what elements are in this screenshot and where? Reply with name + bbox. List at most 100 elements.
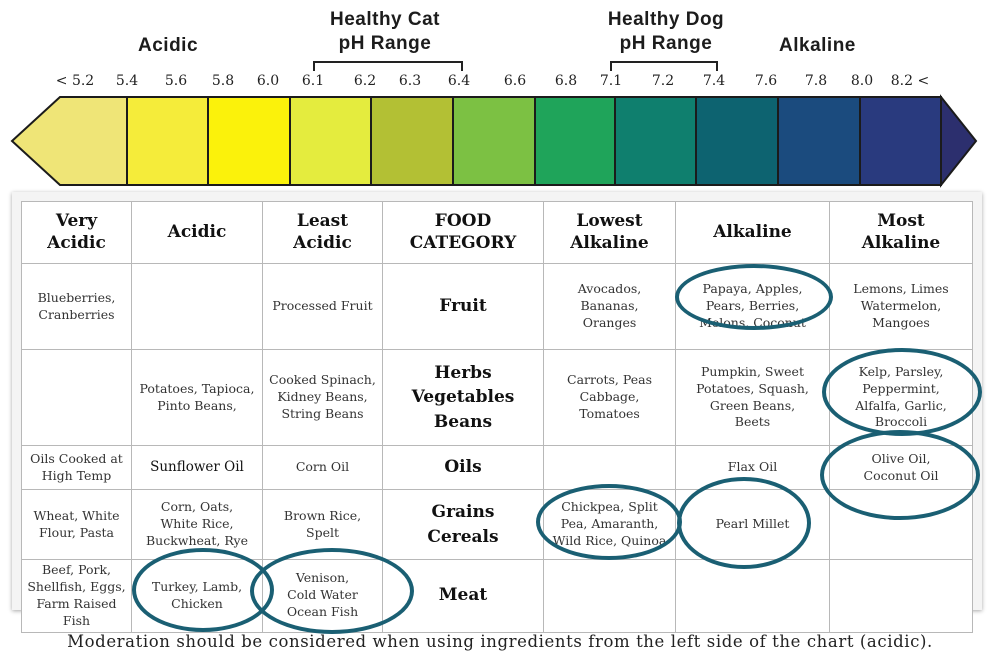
food-cell: Beef, Pork, Shellfish, Eggs, Farm Raised F… [21, 559, 132, 633]
food-ph-table: Very Acidic Acidic Least Acidic FOOD CATEGORY L… [21, 201, 973, 633]
food-cell: Potatoes, Tapioca, Pinto Beans, [131, 349, 263, 446]
cat-range-title: Healthy Cat pH Range [310, 8, 460, 56]
cell-line: Meat [438, 585, 488, 606]
dog-range-bracket [610, 61, 718, 71]
food-cell: Pumpkin, Sweet Potatoes, Squash, Green Bea… [675, 349, 830, 446]
food-cell: Flax Oil [675, 445, 830, 490]
table-row: Blueberries, Cranberries Processed Fruit Fr… [21, 263, 973, 350]
food-cell [829, 489, 973, 560]
food-cell: Oils Cooked at High Temp [21, 445, 132, 490]
ph-scale-segment [777, 96, 861, 186]
ph-scale-segment [614, 96, 697, 186]
column-header: Least Acidic [262, 201, 383, 264]
dog-range-title: Healthy Dog pH Range [591, 8, 741, 56]
cell-line: Venison, [295, 570, 350, 586]
column-header: Most Alkaline [829, 201, 973, 264]
cell-line: Wheat, White [33, 507, 120, 523]
cell-line: High Temp [41, 467, 112, 483]
food-cell: Lemons, Limes Watermelon, Mangoes [829, 263, 973, 350]
cell-line: Processed Fruit [272, 298, 373, 314]
food-cell [829, 559, 973, 633]
column-header-line: Lowest [576, 211, 643, 232]
food-cell [131, 263, 263, 350]
ph-tick-label: 7.4 [702, 73, 726, 89]
food-cell: Blueberries, Cranberries [21, 263, 132, 350]
ph-color-scale [10, 94, 978, 188]
ph-tick-label: 7.6 [754, 73, 778, 89]
column-header: FOOD CATEGORY [382, 201, 544, 264]
food-cell [543, 445, 676, 490]
cell-line: Tomatoes [579, 405, 640, 421]
ph-scale-segment [859, 96, 942, 186]
cell-line: Spelt [306, 524, 339, 540]
cell-line: Potatoes, Tapioca, [139, 380, 255, 396]
food-cell: Cooked Spinach, Kidney Beans, String Beans [262, 349, 383, 446]
table-header-row: Very Acidic Acidic Least Acidic FOOD CATEGORY L… [21, 201, 973, 264]
cell-line: Kelp, Parsley, [858, 363, 944, 379]
column-header-line: Acidic [47, 232, 106, 253]
ph-scale-segment [695, 96, 779, 186]
table-row: Beef, Pork, Shellfish, Eggs, Farm Raised F… [21, 559, 973, 633]
cell-line: Potatoes, Squash, [696, 380, 809, 396]
cell-line: Fruit [439, 296, 487, 317]
cell-line: Sunflower Oil [150, 459, 244, 476]
food-cell: Processed Fruit [262, 263, 383, 350]
cell-line: Chicken [171, 595, 223, 611]
food-category-cell: Meat [382, 559, 544, 633]
table-row: Wheat, White Flour, Pasta Corn, Oats, White… [21, 489, 973, 560]
ph-scale-segment [10, 96, 128, 186]
cell-line: Pearl Millet [715, 516, 790, 532]
ph-scale-segment [940, 94, 978, 188]
cell-line: Ocean Fish [286, 604, 359, 620]
ph-tick-label: 6.3 [398, 73, 422, 89]
column-header: Very Acidic [21, 201, 132, 264]
ph-tick-label: 6.6 [503, 73, 527, 89]
cell-line: Cereals [427, 526, 499, 547]
cell-line: Pinto Beans, [157, 397, 237, 413]
cell-line: Flax Oil [727, 459, 778, 475]
ph-tick-label: 6.8 [554, 73, 578, 89]
column-header: Acidic [131, 201, 263, 264]
cell-line: Herbs [434, 362, 492, 383]
ph-scale-segment [289, 96, 372, 186]
column-header: Alkaline [675, 201, 830, 264]
food-cell: Carrots, Peas Cabbage, Tomatoes [543, 349, 676, 446]
ph-tick-label: 5.6 [164, 73, 188, 89]
column-header-line: Alkaline [861, 232, 941, 253]
ph-tick-label: 6.1 [301, 73, 325, 89]
acidic-label: Acidic [138, 35, 199, 56]
cell-line: Pears, Berries, [705, 298, 800, 314]
ph-tick-label: 7.1 [599, 73, 623, 89]
cell-line: Melons, Coconut [699, 314, 806, 330]
cat-range-title-line1: Healthy Cat [329, 9, 441, 30]
food-category-cell: Grains Cereals [382, 489, 544, 560]
cell-line: Farm Raised Fish [36, 595, 117, 628]
cell-line: Carrots, Peas [567, 372, 652, 388]
cell-line: Papaya, Apples, [702, 281, 803, 297]
food-cell: Venison, Cold Water Ocean Fish [262, 559, 383, 633]
column-header-line: FOOD [434, 211, 492, 232]
ph-tick-label: 6.2 [353, 73, 377, 89]
food-cell: Turkey, Lamb, Chicken [131, 559, 263, 633]
cell-line: Pumpkin, Sweet [701, 363, 804, 379]
food-cell: Brown Rice, Spelt [262, 489, 383, 560]
food-category-cell: Herbs Vegetables Beans [382, 349, 544, 446]
cell-line: Vegetables [411, 387, 515, 408]
food-cell: Kelp, Parsley, Peppermint, Alfalfa, Garlic… [829, 349, 973, 446]
food-cell: Wheat, White Flour, Pasta [21, 489, 132, 560]
cat-range-bracket [313, 61, 463, 71]
food-cell: Corn Oil [262, 445, 383, 490]
cell-line: Oils Cooked at [30, 450, 123, 466]
food-cell [21, 349, 132, 446]
food-cell [543, 559, 676, 633]
cell-line: Buckwheat, Rye [145, 532, 249, 548]
food-category-cell: Fruit [382, 263, 544, 350]
table-row: Potatoes, Tapioca, Pinto Beans, Cooked Spi… [21, 349, 973, 446]
food-cell: Avocados, Bananas, Oranges [543, 263, 676, 350]
cell-line: Mangoes [872, 314, 930, 330]
ph-scale-segment [370, 96, 454, 186]
table-row: Oils Cooked at High Temp Sunflower Oil Corn… [21, 445, 973, 490]
column-header-line: Least [296, 211, 349, 232]
ph-scale-segment [534, 96, 616, 186]
food-cell: Papaya, Apples, Pears, Berries, Melons, Co… [675, 263, 830, 350]
